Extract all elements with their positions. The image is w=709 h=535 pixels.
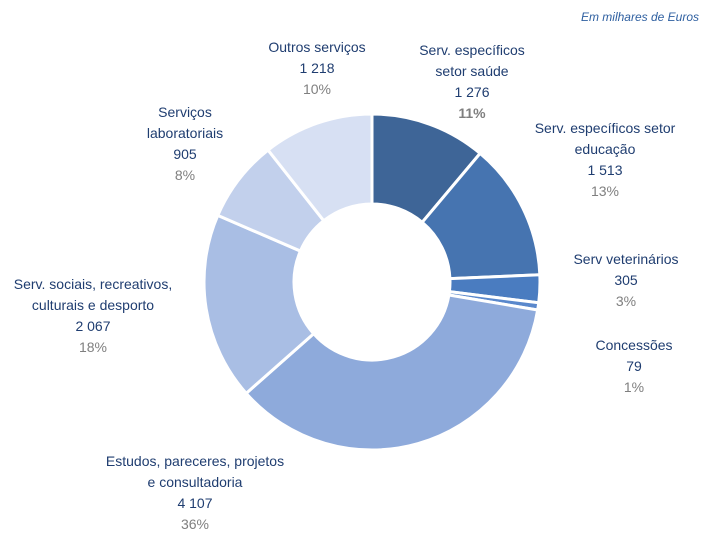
- category: Estudos, pareceres, projetos e consultad…: [105, 453, 285, 490]
- value-label: 1 218: [299, 60, 335, 76]
- category: Serviços laboratoriais: [146, 104, 224, 141]
- category: Outros serviços: [268, 39, 366, 55]
- percent-label: 1%: [623, 379, 645, 395]
- slice-label: Estudos, pareceres, projetos e consultad…: [75, 451, 315, 535]
- percent-label: 18%: [78, 339, 108, 355]
- subtitle: Em milhares de Euros: [580, 10, 699, 24]
- percent-label: 13%: [590, 183, 620, 199]
- category: Serv. sociais, recreativos, culturais e …: [13, 276, 173, 313]
- value-label: 4 107: [177, 495, 213, 511]
- category: Serv. específicos setor educação: [534, 120, 676, 157]
- slice-label: Serv. específicos setor educação 1 513 13%: [485, 118, 709, 202]
- category: Serv. específicos setor saúde: [419, 42, 525, 79]
- slice-label: Serv. específicos setor saúde 1 276 11%: [352, 40, 592, 124]
- slice: [202, 213, 316, 396]
- slice-label: Outros serviços 1 218 10%: [197, 37, 437, 100]
- slice-label: Serviços laboratoriais 905 8%: [65, 102, 305, 186]
- percent-label: 8%: [174, 167, 196, 183]
- slice-label: Serv veterinários 305 3%: [506, 249, 709, 312]
- value-label: 905: [173, 146, 197, 162]
- slice: [244, 293, 540, 452]
- percent-label: 36%: [180, 516, 210, 532]
- value-label: 1 513: [587, 162, 623, 178]
- value-label: 2 067: [75, 318, 111, 334]
- value-label: 305: [614, 272, 638, 288]
- slice-label: Concessões 79 1%: [514, 335, 709, 398]
- slice-label: Serv. sociais, recreativos, culturais e …: [0, 274, 213, 358]
- percent-label: 11%: [458, 105, 486, 121]
- value-label: 1 276: [454, 84, 490, 100]
- percent-label: 3%: [615, 293, 637, 309]
- category: Serv veterinários: [573, 251, 679, 267]
- category: Concessões: [595, 337, 673, 353]
- value-label: 79: [626, 358, 642, 374]
- percent-label: 10%: [302, 81, 332, 97]
- slice: [265, 112, 374, 223]
